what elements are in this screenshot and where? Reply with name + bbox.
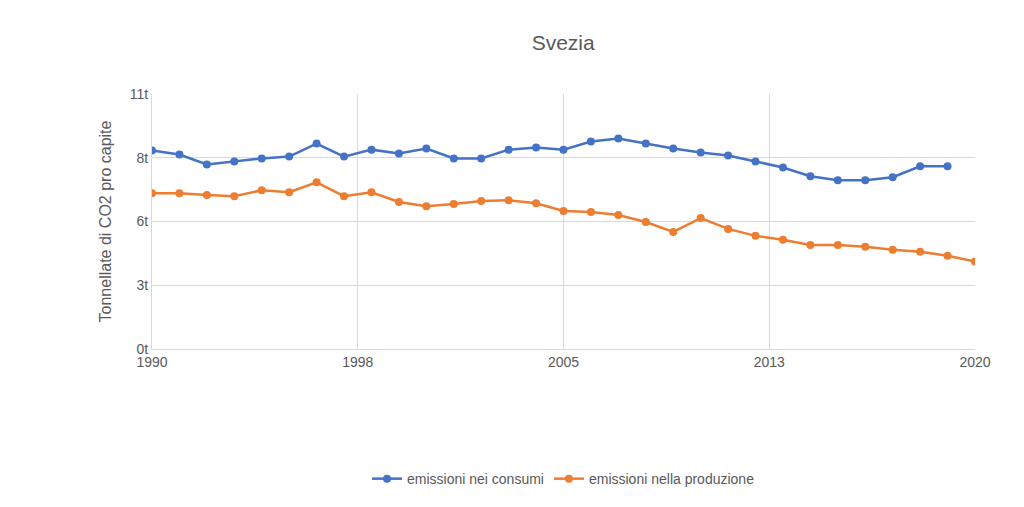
svg-text:1998: 1998 [342,354,373,370]
svg-text:1990: 1990 [136,354,167,370]
svg-text:2020: 2020 [959,354,990,370]
svg-text:2013: 2013 [754,354,785,370]
svg-text:3t: 3t [137,277,149,293]
svg-text:6t: 6t [137,213,149,229]
svg-text:0t: 0t [137,341,149,357]
svg-text:emissioni nei consumi: emissioni nei consumi [407,471,544,487]
svg-text:Tonnellate di CO2 pro capite: Tonnellate di CO2 pro capite [97,120,114,322]
svg-text:Svezia: Svezia [532,31,595,54]
svg-text:2005: 2005 [548,354,579,370]
svg-text:11t: 11t [130,86,149,102]
svg-text:emissioni nella produzione: emissioni nella produzione [589,471,754,487]
svg-text:8t: 8t [137,150,149,166]
